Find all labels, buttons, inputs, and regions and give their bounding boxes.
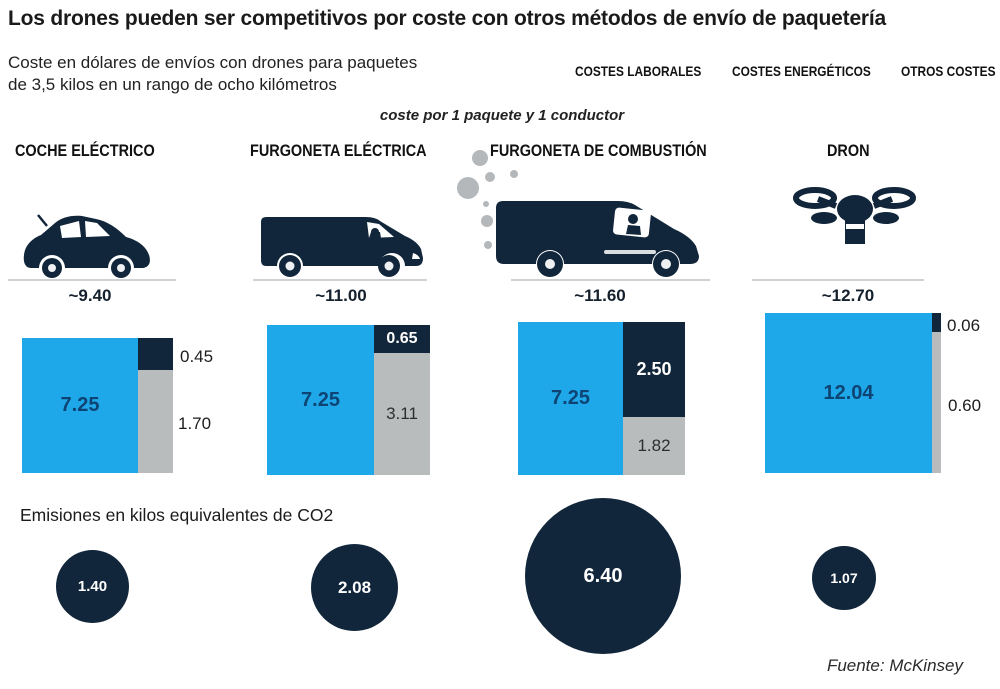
legend-item-other-costs: OTROS COSTES — [901, 63, 996, 79]
column-header-drone: DRON — [827, 141, 870, 160]
energy-cost-block-electric-van: 0.65 — [374, 325, 430, 353]
emissions-heading: Emisiones en kilos equivalentes de CO2 — [20, 505, 334, 525]
emissions-circle-combustion-van: 6.40 — [525, 498, 681, 654]
total-cost-drone: ~12.70 — [821, 286, 875, 305]
total-cost-electric-van: ~11.00 — [315, 286, 367, 305]
emissions-circle-drone: 1.07 — [812, 546, 876, 610]
column-header-electric-van: FURGONETA ELÉCTRICA — [250, 141, 427, 160]
labor-cost-block-combustion-van: 7.25 — [518, 322, 623, 475]
total-cost-combustion-van: ~11.60 — [574, 286, 626, 305]
energy-cost-block-combustion-van: 2.50 — [623, 322, 685, 417]
emissions-value: 2.08 — [337, 577, 372, 597]
other-cost-value: 1.70 — [178, 414, 212, 433]
ground-line — [253, 279, 427, 281]
other-cost-block-electric-van: 3.11 — [374, 353, 430, 475]
other-cost-block-drone — [932, 332, 941, 473]
other-cost-value: 3.11 — [386, 404, 418, 423]
labor-cost-block-electric-van: 7.25 — [267, 325, 374, 475]
other-cost-value: 0.60 — [948, 396, 982, 415]
emissions-circle-electric-car: 1.40 — [56, 550, 129, 623]
emissions-value: 1.40 — [77, 578, 108, 595]
chart-subtitle-line2: de 3,5 kilos en un rango de ocho kilómet… — [8, 75, 337, 94]
exhaust-smoke-icon — [483, 201, 489, 207]
energy-cost-block-electric-car — [138, 338, 173, 370]
exhaust-smoke-icon — [457, 177, 479, 199]
energy-cost-block-drone — [932, 313, 941, 332]
energy-cost-value: 0.45 — [180, 347, 214, 366]
exhaust-smoke-icon — [472, 150, 488, 166]
emissions-circle-electric-van: 2.08 — [311, 544, 398, 631]
energy-cost-value: 0.06 — [947, 316, 981, 335]
ground-line — [8, 279, 176, 281]
labor-cost-value: 12.04 — [823, 381, 874, 404]
emissions-value: 6.40 — [583, 564, 623, 587]
energy-cost-value: 2.50 — [636, 359, 672, 379]
ground-line — [752, 279, 924, 281]
exhaust-smoke-icon — [484, 241, 492, 249]
legend-item-labor-costs: COSTES LABORALES — [575, 63, 702, 79]
chart-subtitle: Coste en dólares de envíos con drones pa… — [8, 52, 417, 96]
electric-van-icon — [261, 217, 423, 277]
page-title: Los drones pueden ser competitivos por c… — [8, 7, 887, 30]
other-cost-value: 1.82 — [637, 436, 671, 455]
column-header-electric-car: COCHE ELÉCTRICO — [15, 141, 155, 160]
legend-item-energy-costs: COSTES ENERGÉTICOS — [732, 63, 871, 79]
exhaust-smoke-icon — [510, 170, 518, 178]
ground-line — [511, 279, 710, 281]
labor-cost-value: 7.25 — [60, 394, 100, 416]
emissions-value: 1.07 — [830, 570, 858, 586]
energy-cost-value: 0.65 — [386, 330, 418, 347]
column-header-combustion-van: FURGONETA DE COMBUSTIÓN — [490, 141, 707, 160]
labor-cost-block-drone: 12.04 — [765, 313, 932, 473]
other-cost-block-electric-car — [138, 370, 173, 473]
per-package-caption: coste por 1 paquete y 1 conductor — [379, 107, 625, 124]
total-cost-electric-car: ~9.40 — [68, 286, 112, 305]
labor-cost-value: 7.25 — [551, 387, 590, 409]
labor-cost-block-electric-car: 7.25 — [22, 338, 138, 473]
drone-icon — [793, 187, 916, 244]
exhaust-smoke-icon — [481, 215, 493, 227]
source-credit: Fuente: McKinsey — [826, 656, 963, 675]
chart-subtitle-line1: Coste en dólares de envíos con drones pa… — [8, 53, 418, 72]
other-cost-block-combustion-van: 1.82 — [623, 417, 685, 475]
labor-cost-value: 7.25 — [301, 388, 340, 411]
combustion-van-icon — [496, 201, 699, 277]
electric-car-icon — [23, 214, 150, 278]
exhaust-smoke-icon — [485, 172, 495, 182]
